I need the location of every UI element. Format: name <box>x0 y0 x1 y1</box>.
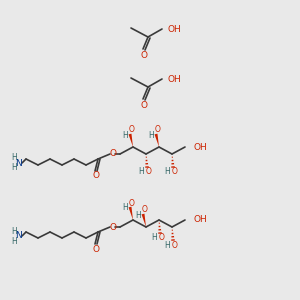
Text: N: N <box>15 232 21 241</box>
Text: O: O <box>92 244 100 253</box>
Text: H: H <box>11 164 17 172</box>
Text: H: H <box>148 130 154 140</box>
Text: O: O <box>155 125 161 134</box>
Text: O: O <box>92 172 100 181</box>
Text: O: O <box>110 149 116 158</box>
Text: O: O <box>140 100 148 109</box>
Polygon shape <box>154 134 159 147</box>
Text: O: O <box>129 199 135 208</box>
Text: OH: OH <box>168 74 182 83</box>
Polygon shape <box>142 214 146 227</box>
Text: O: O <box>142 206 148 214</box>
Text: H: H <box>164 241 170 250</box>
Text: O: O <box>129 125 135 134</box>
Text: O: O <box>159 233 165 242</box>
Polygon shape <box>128 207 133 220</box>
Text: H: H <box>11 226 17 236</box>
Text: N: N <box>15 158 21 167</box>
Text: H: H <box>151 233 157 242</box>
Text: O: O <box>110 223 116 232</box>
Text: O: O <box>172 167 178 176</box>
Text: O: O <box>172 241 178 250</box>
Text: O: O <box>140 50 148 59</box>
Text: H: H <box>122 203 128 212</box>
Polygon shape <box>128 134 133 147</box>
Text: O: O <box>146 167 152 176</box>
Text: H: H <box>164 167 170 176</box>
Text: H: H <box>11 154 17 163</box>
Text: H: H <box>11 236 17 245</box>
Text: H: H <box>138 167 144 176</box>
Text: OH: OH <box>168 25 182 34</box>
Text: H: H <box>135 211 141 220</box>
Text: H: H <box>122 130 128 140</box>
Text: OH: OH <box>193 142 207 152</box>
Text: OH: OH <box>193 215 207 224</box>
